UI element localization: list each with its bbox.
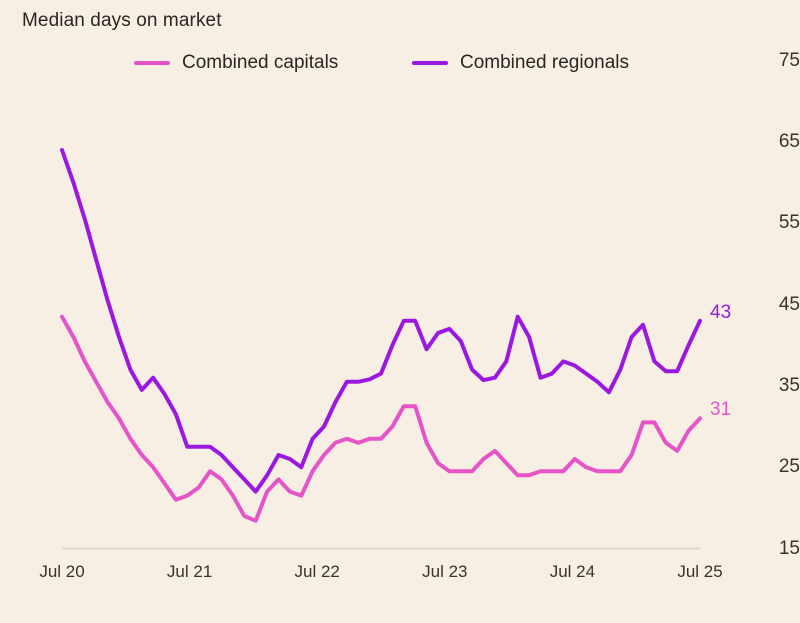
x-tick-label: Jul 24	[549, 562, 596, 581]
y-tick-label: 25	[778, 456, 800, 478]
y-tick-label: 65	[778, 130, 800, 152]
x-tick-label: Jul 23	[422, 562, 468, 581]
legend-swatch-capitals	[134, 61, 170, 65]
series-line-regionals	[60, 148, 702, 494]
chart-title: Median days on market	[22, 10, 222, 31]
end-label-capitals: 31	[710, 399, 732, 421]
x-tick-label: Jul 20	[39, 562, 85, 581]
y-tick-label: 15	[778, 537, 800, 559]
legend-item-regionals[interactable]: Combined regionals	[412, 52, 629, 74]
end-label-regionals: 43	[710, 301, 732, 323]
y-tick-label: 35	[778, 374, 800, 396]
x-tick-label: Jul 22	[294, 562, 340, 581]
y-tick-label: 45	[778, 293, 800, 315]
legend-label-regionals: Combined regionals	[460, 52, 629, 73]
legend-item-capitals[interactable]: Combined capitals	[134, 52, 338, 74]
x-tick-label: Jul 25	[677, 562, 723, 581]
series-line-capitals	[60, 314, 702, 523]
legend-label-capitals: Combined capitals	[182, 52, 339, 73]
chart-legend: Combined capitals Combined regionals	[0, 52, 800, 76]
x-tick-label: Jul 21	[166, 562, 213, 581]
legend-swatch-regionals	[412, 61, 448, 65]
y-tick-label: 55	[778, 212, 800, 234]
y-tick-label: 75	[778, 49, 800, 71]
